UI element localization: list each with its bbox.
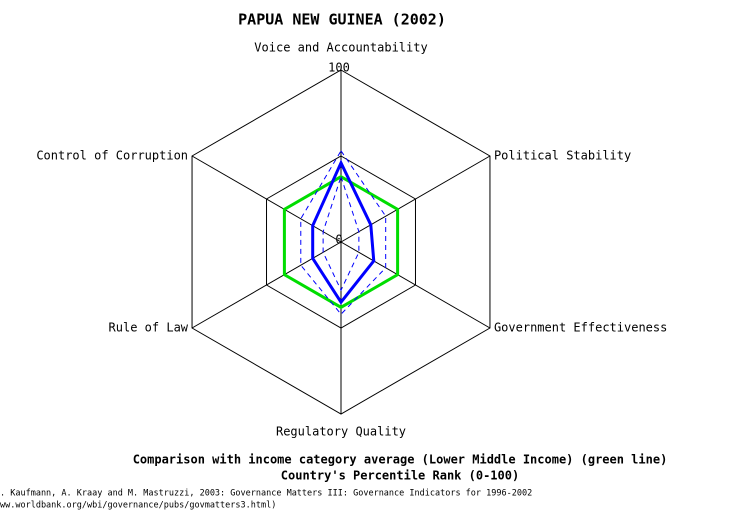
series-line	[322, 175, 360, 292]
chart-title: PAPUA NEW GUINEA (2002)	[238, 11, 446, 29]
source: ww.worldbank.org/wbi/governance/pubs/gov…	[0, 501, 276, 511]
series-line	[282, 174, 400, 310]
subtitle: Comparison with income category average …	[133, 453, 668, 467]
source: . Kaufmann, A. Kraay and M. Mastruzzi, 2…	[0, 489, 532, 499]
r-tick-label: 0	[335, 233, 342, 247]
axis-spoke	[340, 155, 491, 243]
axis-spoke	[340, 241, 491, 329]
r-tick-label: 100	[328, 61, 350, 75]
axis-label: Political Stability	[494, 149, 631, 163]
series-line	[311, 159, 376, 305]
axis-label: Government Effectiveness	[494, 321, 667, 335]
axis-spoke	[191, 241, 342, 329]
axis-label: Regulatory Quality	[276, 425, 406, 439]
axis-label: Control of Corruption	[36, 149, 188, 163]
axis-label: Voice and Accountability	[254, 41, 427, 55]
axis-spoke	[191, 155, 342, 243]
subtitle: Country's Percentile Rank (0-100)	[281, 469, 519, 483]
axis-label: Rule of Law	[109, 321, 189, 335]
